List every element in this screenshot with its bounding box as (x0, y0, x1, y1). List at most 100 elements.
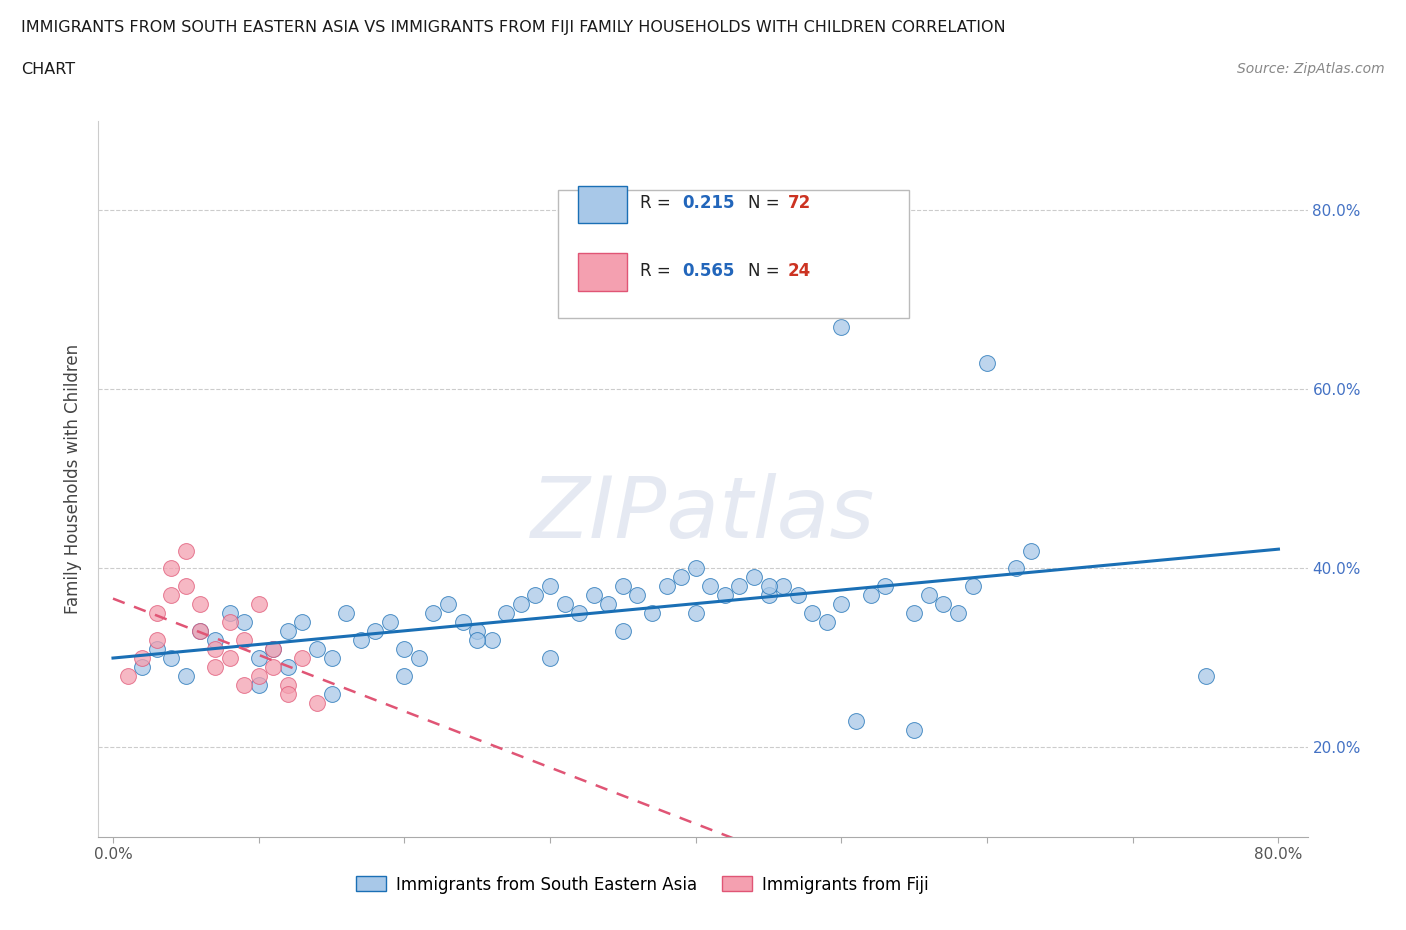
Point (758, 578, 780, 594)
Bar (578, 186, 627, 223)
Point (145, 642, 167, 657)
Point (218, 615, 240, 630)
Point (568, 605, 591, 620)
Text: 0.215: 0.215 (682, 194, 735, 212)
Point (669, 570, 692, 585)
Point (408, 651, 430, 666)
Point (582, 588, 605, 603)
Point (612, 624, 634, 639)
Point (277, 624, 299, 639)
Point (815, 615, 838, 630)
Point (481, 632, 503, 647)
Point (174, 669, 197, 684)
Point (378, 615, 401, 630)
Point (291, 615, 314, 630)
Text: 24: 24 (787, 262, 811, 280)
Point (538, 578, 561, 594)
Y-axis label: Family Households with Children: Family Households with Children (63, 344, 82, 614)
Point (394, 669, 416, 684)
Point (685, 561, 707, 576)
Point (875, 578, 897, 594)
Point (145, 632, 167, 647)
Point (218, 651, 240, 666)
Point (742, 570, 765, 585)
Point (714, 588, 737, 603)
Point (305, 696, 328, 711)
Point (962, 578, 984, 594)
Point (451, 615, 474, 630)
Point (554, 597, 576, 612)
Text: R =: R = (640, 262, 676, 280)
Point (1005, 561, 1028, 576)
Point (247, 677, 270, 692)
Text: 72: 72 (787, 194, 811, 212)
Point (277, 686, 299, 701)
Point (641, 605, 664, 620)
Point (728, 578, 751, 594)
Point (233, 677, 256, 692)
Point (538, 651, 561, 666)
Point (685, 605, 707, 620)
Text: Source: ZipAtlas.com: Source: ZipAtlas.com (1237, 62, 1385, 76)
Point (612, 578, 634, 594)
Point (946, 605, 969, 620)
Point (903, 722, 925, 737)
Point (626, 588, 648, 603)
Point (190, 624, 212, 639)
Text: N =: N = (748, 194, 785, 212)
Point (830, 319, 852, 334)
Point (321, 651, 343, 666)
Point (859, 588, 882, 603)
Point (422, 605, 444, 620)
Text: ZIPatlas: ZIPatlas (531, 473, 875, 556)
Point (932, 597, 955, 612)
Point (801, 605, 824, 620)
Point (509, 597, 531, 612)
Point (903, 605, 925, 620)
Point (160, 561, 183, 576)
Point (160, 651, 183, 666)
Point (918, 588, 941, 603)
Point (394, 642, 416, 657)
Point (786, 588, 808, 603)
Point (699, 578, 721, 594)
Point (321, 686, 343, 701)
Point (131, 659, 153, 674)
Point (305, 642, 328, 657)
Point (598, 597, 620, 612)
Point (524, 588, 547, 603)
Point (495, 605, 517, 620)
Point (262, 659, 284, 674)
Point (262, 642, 284, 657)
Point (247, 651, 270, 666)
Point (758, 588, 780, 603)
Point (233, 632, 256, 647)
Point (190, 597, 212, 612)
Point (830, 597, 852, 612)
Point (277, 677, 299, 692)
Point (204, 659, 226, 674)
Point (190, 624, 212, 639)
Point (174, 578, 197, 594)
Point (976, 355, 998, 370)
Point (174, 543, 197, 558)
Point (465, 624, 488, 639)
Point (247, 597, 270, 612)
Point (291, 651, 314, 666)
Point (218, 605, 240, 620)
Point (204, 642, 226, 657)
Text: IMMIGRANTS FROM SOUTH EASTERN ASIA VS IMMIGRANTS FROM FIJI FAMILY HOUSEHOLDS WIT: IMMIGRANTS FROM SOUTH EASTERN ASIA VS IM… (21, 20, 1005, 35)
Point (262, 642, 284, 657)
Point (131, 651, 153, 666)
FancyBboxPatch shape (558, 191, 908, 318)
Point (335, 605, 357, 620)
Point (465, 632, 488, 647)
Point (364, 624, 387, 639)
Text: 0.565: 0.565 (682, 262, 735, 280)
Point (247, 669, 270, 684)
Point (204, 632, 226, 647)
Legend: Immigrants from South Eastern Asia, Immigrants from Fiji: Immigrants from South Eastern Asia, Immi… (350, 869, 935, 900)
Point (117, 669, 139, 684)
Point (350, 632, 373, 647)
Text: R =: R = (640, 194, 676, 212)
